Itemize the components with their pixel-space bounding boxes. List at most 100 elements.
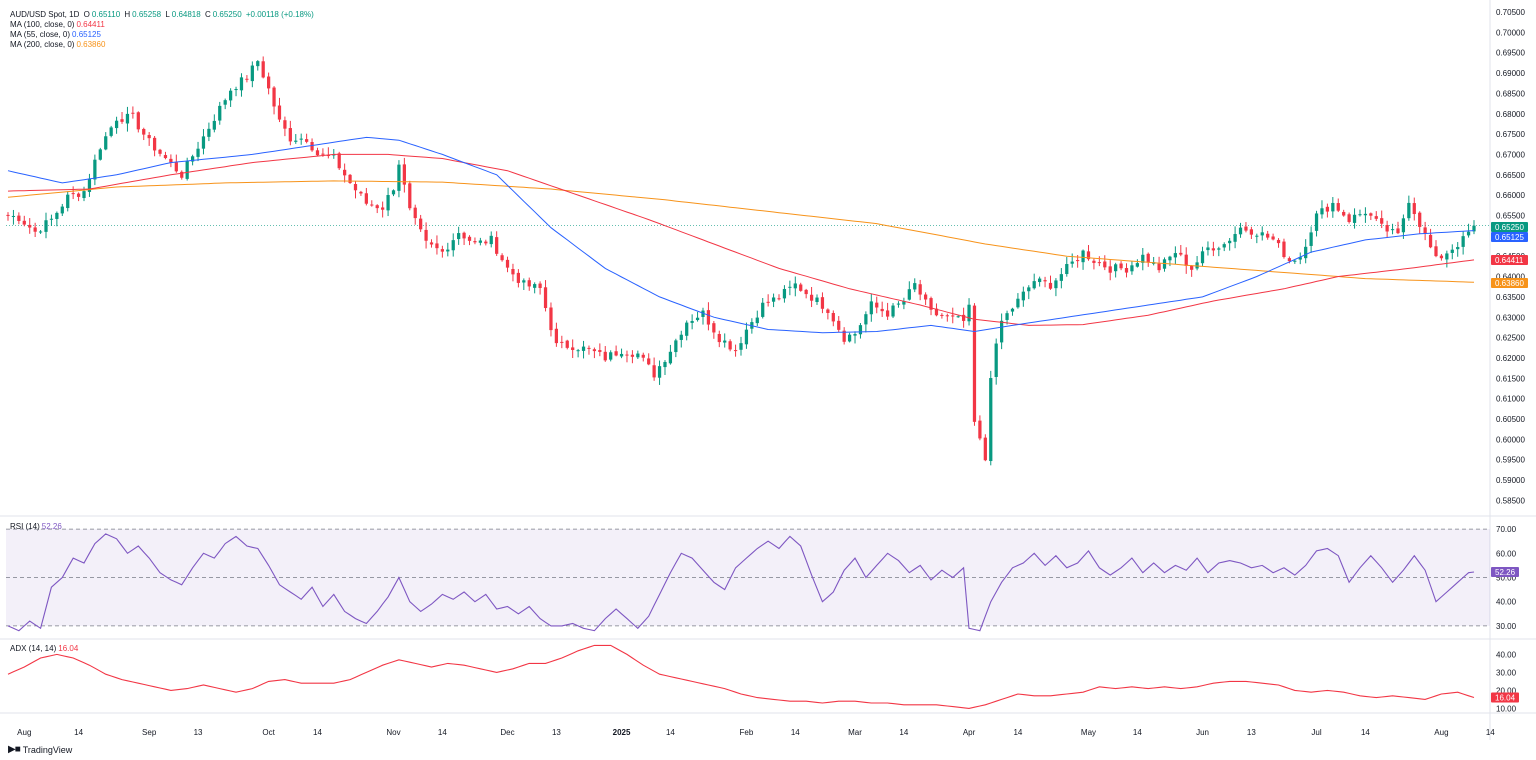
candle bbox=[875, 296, 879, 314]
candle bbox=[353, 181, 358, 199]
candle-body bbox=[701, 310, 705, 317]
ma55-legend[interactable]: MA (55, close, 0) 0.65125 bbox=[10, 30, 103, 40]
time-tick-label: 14 bbox=[1361, 728, 1370, 737]
candle-body bbox=[717, 334, 721, 343]
candle bbox=[71, 186, 75, 200]
candle bbox=[495, 231, 499, 256]
candle-body bbox=[1081, 250, 1085, 263]
candle-body bbox=[989, 378, 993, 462]
candle bbox=[1162, 257, 1167, 272]
candle bbox=[761, 298, 765, 319]
price-tick-label: 0.58500 bbox=[1496, 496, 1525, 505]
candle-body bbox=[1032, 281, 1036, 289]
candle bbox=[169, 154, 173, 168]
time-tick-label: 14 bbox=[791, 728, 800, 737]
candle-body bbox=[142, 128, 146, 135]
candle bbox=[657, 360, 662, 385]
candle bbox=[1168, 255, 1172, 267]
candle bbox=[940, 313, 944, 319]
candle bbox=[896, 301, 901, 308]
candle bbox=[1336, 198, 1340, 213]
ma100-legend[interactable]: MA (100, close, 0) 0.64411 bbox=[10, 20, 107, 30]
candle bbox=[381, 201, 385, 218]
candle bbox=[1200, 246, 1205, 266]
candle-body bbox=[619, 353, 624, 357]
candle-body bbox=[1217, 248, 1221, 250]
candle-body bbox=[766, 301, 770, 303]
candle bbox=[76, 192, 81, 202]
candle-body bbox=[1249, 229, 1254, 235]
candle bbox=[462, 231, 466, 245]
candle bbox=[1233, 226, 1237, 249]
ma200-legend[interactable]: MA (200, close, 0) 0.63860 bbox=[10, 40, 107, 50]
time-tick-label: 14 bbox=[899, 728, 908, 737]
high-value: 0.65258 bbox=[132, 10, 162, 19]
price-tick-label: 0.60000 bbox=[1496, 435, 1525, 444]
candle bbox=[1081, 249, 1085, 270]
candle-body bbox=[782, 288, 787, 299]
candle bbox=[619, 348, 624, 359]
candle-body bbox=[994, 343, 998, 377]
open-value: 0.65110 bbox=[91, 10, 121, 19]
candle-body bbox=[386, 195, 390, 211]
candle-body bbox=[435, 243, 439, 249]
price-tick-label: 0.67000 bbox=[1496, 150, 1525, 159]
candle bbox=[348, 173, 352, 184]
candle-body bbox=[978, 420, 982, 439]
candle-body bbox=[603, 351, 607, 361]
candle bbox=[712, 321, 716, 339]
candle-body bbox=[1439, 255, 1444, 259]
candle-body bbox=[961, 314, 966, 321]
candle-body bbox=[826, 309, 830, 313]
candle-body bbox=[815, 297, 819, 303]
candle bbox=[1054, 278, 1058, 297]
candle bbox=[1276, 238, 1281, 248]
rsi-tick-label: 40.00 bbox=[1496, 598, 1517, 607]
candle bbox=[989, 370, 993, 466]
candle bbox=[38, 230, 43, 234]
candle-body bbox=[1450, 249, 1454, 253]
candle bbox=[853, 331, 857, 344]
candle-body bbox=[804, 289, 808, 295]
candle bbox=[1320, 200, 1324, 219]
rsi-legend[interactable]: RSI (14) 52.26 bbox=[10, 522, 64, 532]
price-tick-label: 0.63000 bbox=[1496, 313, 1525, 322]
candle bbox=[1092, 258, 1096, 270]
time-tick-label: 14 bbox=[1013, 728, 1022, 737]
candle-body bbox=[793, 283, 797, 289]
rsi-tick-label: 70.00 bbox=[1496, 525, 1517, 534]
adx-legend[interactable]: ADX (14, 14) 16.04 bbox=[10, 644, 80, 654]
candle bbox=[1211, 241, 1216, 257]
candle bbox=[1331, 197, 1335, 218]
candle bbox=[1304, 239, 1308, 264]
candle-body bbox=[1021, 291, 1025, 301]
candle-body bbox=[321, 153, 325, 155]
candle-body bbox=[1211, 248, 1216, 251]
adx-label: ADX (14, 14) bbox=[10, 644, 57, 653]
time-tick-label: Aug bbox=[1434, 728, 1448, 737]
candle-body bbox=[674, 340, 678, 353]
rsi-badge-label: 52.26 bbox=[1495, 568, 1516, 577]
candle-body bbox=[533, 284, 537, 288]
ma55-line bbox=[7, 136, 1475, 334]
candle-body bbox=[370, 204, 374, 206]
candle-body bbox=[945, 315, 949, 317]
candle-body bbox=[1428, 234, 1433, 248]
candle-body bbox=[60, 206, 64, 214]
candle bbox=[636, 350, 640, 360]
time-tick-label: 13 bbox=[194, 728, 203, 737]
candle-body bbox=[761, 302, 765, 317]
candle-body bbox=[1412, 203, 1416, 215]
candle-body bbox=[266, 76, 271, 89]
candle-body bbox=[1200, 251, 1205, 264]
candle-body bbox=[641, 354, 645, 358]
adx-tick-label: 20.00 bbox=[1496, 686, 1517, 695]
candle bbox=[945, 313, 949, 322]
candle bbox=[1059, 268, 1063, 289]
candle bbox=[185, 157, 189, 181]
tradingview-brand[interactable]: ▶■ TradingView bbox=[8, 744, 72, 755]
time-tick-label: Sep bbox=[142, 728, 157, 737]
candle-body bbox=[929, 298, 933, 310]
